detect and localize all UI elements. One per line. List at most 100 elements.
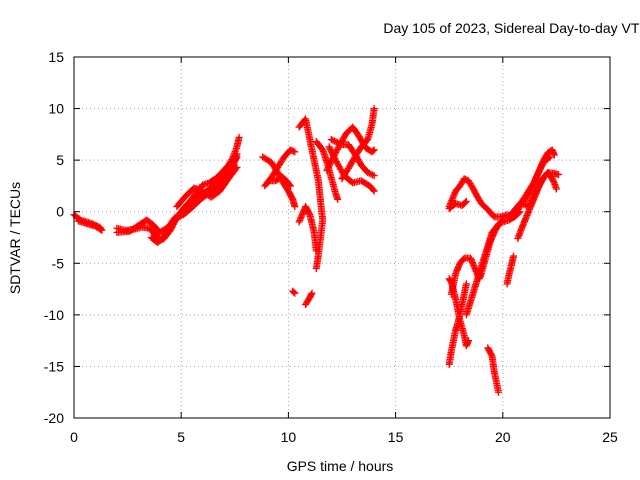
data-point — [365, 169, 373, 177]
data-point — [334, 144, 342, 152]
plus-marker — [365, 169, 373, 177]
data-point — [550, 151, 558, 159]
plus-marker — [291, 289, 299, 297]
data-point — [175, 213, 183, 221]
plus-marker — [498, 217, 506, 225]
plus-marker — [290, 288, 298, 296]
plus-marker — [74, 217, 82, 225]
data-point — [291, 289, 299, 297]
plus-marker — [462, 280, 470, 288]
data-point — [173, 214, 181, 222]
plus-marker — [231, 155, 239, 163]
data-point — [330, 137, 338, 145]
data-point — [364, 169, 372, 177]
plus-marker — [335, 139, 343, 147]
plus-marker — [367, 170, 375, 178]
data-point — [370, 146, 378, 154]
plus-marker — [332, 138, 340, 146]
data-point — [290, 288, 298, 296]
plus-marker — [464, 337, 472, 345]
data-point — [232, 165, 240, 173]
y-tick-label: 0 — [56, 204, 64, 220]
plus-marker — [329, 136, 337, 144]
plus-marker — [312, 247, 320, 255]
data-point — [307, 291, 315, 299]
plus-marker — [233, 150, 241, 158]
plus-marker — [461, 198, 469, 206]
data-point — [369, 171, 377, 179]
plus-marker — [176, 212, 184, 220]
data-point — [369, 147, 377, 155]
plus-marker — [370, 146, 378, 154]
y-tick-label: -10 — [44, 307, 64, 323]
plus-marker — [229, 160, 237, 168]
plus-marker — [228, 161, 236, 169]
plus-marker — [327, 136, 335, 144]
tick-labels: 0 5 10 15 20 25 15 10 5 0 -5 -10 -15 -20 — [44, 49, 618, 445]
data-point — [336, 140, 344, 148]
data-point — [510, 252, 518, 260]
data-point — [487, 351, 495, 359]
plus-marker — [546, 153, 554, 161]
data-point — [369, 186, 377, 194]
plus-marker — [233, 163, 241, 171]
data-points — [70, 105, 563, 396]
data-point — [546, 153, 554, 161]
x-tick-label: 10 — [281, 429, 297, 445]
y-tick-label: 10 — [48, 101, 64, 117]
plus-marker — [232, 165, 240, 173]
plus-marker — [370, 172, 378, 180]
data-point — [462, 197, 470, 205]
data-point — [228, 161, 236, 169]
data-point — [536, 180, 544, 188]
data-point — [291, 203, 299, 211]
data-point — [333, 138, 341, 146]
chart-title: Day 105 of 2023, Sidereal Day-to-day VTE… — [383, 20, 640, 36]
data-point — [312, 247, 320, 255]
data-point — [229, 160, 237, 168]
data-point — [334, 195, 342, 203]
plus-marker — [333, 145, 341, 153]
x-tick-label: 20 — [495, 429, 511, 445]
data-point — [370, 172, 378, 180]
y-tick-label: -15 — [44, 358, 64, 374]
plus-marker — [232, 152, 240, 160]
plus-marker — [285, 181, 293, 189]
axes — [73, 56, 611, 419]
x-tick-label: 15 — [388, 429, 404, 445]
data-point — [370, 105, 378, 113]
data-point — [231, 155, 239, 163]
plus-marker — [291, 203, 299, 211]
plus-marker — [334, 144, 342, 152]
plus-marker — [536, 180, 544, 188]
plus-marker — [369, 186, 377, 194]
data-point — [498, 217, 506, 225]
plus-marker — [526, 189, 534, 197]
data-point — [545, 154, 553, 162]
data-point — [312, 264, 320, 272]
data-point — [233, 150, 241, 158]
y-tick-label: 15 — [48, 49, 64, 65]
plot-frame — [73, 56, 611, 419]
data-point — [285, 181, 293, 189]
plus-marker — [369, 147, 377, 155]
plus-marker — [291, 148, 299, 156]
data-point — [331, 155, 339, 163]
plus-marker — [308, 289, 316, 297]
plus-marker — [555, 171, 563, 179]
plus-marker — [370, 105, 378, 113]
plus-marker — [331, 155, 339, 163]
plus-marker — [550, 151, 558, 159]
plus-marker — [235, 133, 243, 141]
plus-marker — [495, 388, 503, 396]
data-point — [499, 216, 507, 224]
data-point — [555, 171, 563, 179]
data-point — [327, 136, 335, 144]
data-point — [229, 158, 237, 166]
data-point — [74, 217, 82, 225]
y-tick-label: -5 — [52, 255, 65, 271]
data-point — [332, 138, 340, 146]
data-point — [370, 187, 378, 195]
y-tick-label: 5 — [56, 152, 64, 168]
